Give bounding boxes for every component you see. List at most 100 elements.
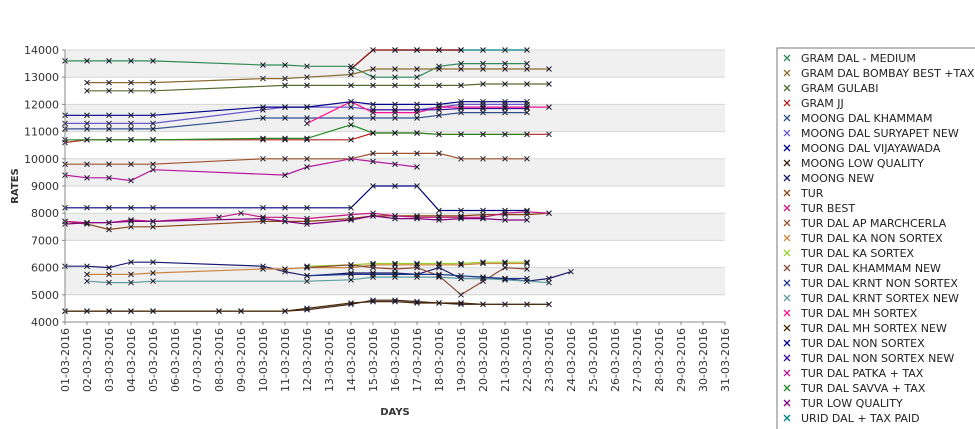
data-point bbox=[348, 98, 354, 105]
data-point bbox=[282, 308, 288, 314]
legend-marker bbox=[783, 114, 791, 122]
legend-marker bbox=[783, 189, 791, 197]
x-tick-label: 25-03-2016 bbox=[587, 328, 600, 392]
data-point bbox=[84, 112, 90, 119]
grid-band bbox=[65, 158, 725, 186]
data-point bbox=[348, 66, 354, 72]
data-point bbox=[282, 115, 288, 121]
data-point bbox=[128, 87, 134, 94]
data-point bbox=[414, 164, 420, 170]
data-point bbox=[106, 271, 112, 278]
data-point bbox=[524, 217, 530, 223]
data-point bbox=[304, 264, 310, 271]
x-tick-label: 02-03-2016 bbox=[81, 328, 94, 392]
legend-label: TUR DAL NON SORTEX bbox=[800, 337, 925, 350]
legend-marker bbox=[783, 399, 791, 407]
data-point bbox=[282, 82, 288, 89]
data-point bbox=[392, 183, 398, 189]
legend: GRAM DAL - MEDIUM GRAM DAL BOMBAY BEST +T… bbox=[776, 47, 975, 429]
data-point bbox=[546, 301, 552, 308]
series-line-14 bbox=[306, 264, 528, 296]
data-point bbox=[304, 120, 310, 127]
legend-label: MOONG DAL KHAMMAM bbox=[801, 112, 933, 125]
x-tick-label: 12-03-2016 bbox=[301, 328, 314, 392]
data-point bbox=[502, 105, 508, 112]
data-point bbox=[304, 204, 310, 211]
data-point bbox=[546, 210, 552, 217]
data-point bbox=[84, 126, 90, 132]
data-point bbox=[260, 214, 266, 221]
data-point bbox=[370, 297, 376, 304]
data-point bbox=[304, 135, 310, 142]
data-point bbox=[502, 81, 508, 87]
data-point bbox=[458, 155, 464, 162]
data-point bbox=[414, 47, 420, 53]
data-point bbox=[282, 218, 288, 225]
data-point bbox=[150, 270, 156, 276]
data-point bbox=[282, 75, 288, 82]
data-point bbox=[392, 270, 398, 276]
data-point bbox=[414, 106, 420, 113]
data-point bbox=[128, 204, 134, 211]
data-point bbox=[106, 204, 112, 211]
x-tick-label: 30-03-2016 bbox=[697, 328, 710, 392]
data-point bbox=[150, 58, 156, 64]
data-point bbox=[524, 104, 530, 110]
data-point bbox=[348, 262, 354, 268]
data-point bbox=[260, 215, 266, 222]
series-points bbox=[62, 47, 574, 314]
data-point bbox=[348, 155, 354, 162]
legend-label: TUR BEST bbox=[800, 202, 855, 215]
data-point bbox=[304, 305, 310, 312]
data-point bbox=[502, 301, 508, 308]
data-point bbox=[524, 105, 530, 112]
y-tick-label: 7000 bbox=[31, 234, 59, 247]
data-point bbox=[370, 130, 376, 136]
data-point bbox=[128, 136, 134, 143]
data-point bbox=[502, 155, 508, 162]
data-point bbox=[480, 301, 486, 308]
x-tick-label: 26-03-2016 bbox=[609, 328, 622, 392]
y-tick-labels: 4000 5000 6000 7000 8000 9000 10000 11000 12000 1… bbox=[24, 44, 59, 329]
plot-background bbox=[65, 50, 725, 295]
x-tick-label: 04-03-2016 bbox=[125, 328, 138, 392]
data-point bbox=[458, 109, 464, 116]
legend-marker bbox=[783, 309, 791, 317]
data-point bbox=[502, 264, 508, 271]
data-point bbox=[436, 101, 442, 108]
data-point bbox=[304, 278, 310, 285]
x-tick-label: 24-03-2016 bbox=[565, 328, 578, 392]
data-point bbox=[414, 260, 420, 267]
data-point bbox=[436, 272, 442, 279]
data-point bbox=[370, 158, 376, 165]
data-point bbox=[436, 112, 442, 119]
legend-marker bbox=[783, 159, 791, 167]
legend-marker bbox=[783, 324, 791, 332]
series-line-15 bbox=[306, 273, 527, 280]
data-point bbox=[480, 274, 486, 280]
data-point bbox=[106, 308, 112, 314]
x-tick-label: 17-03-2016 bbox=[411, 328, 424, 392]
data-point bbox=[502, 276, 508, 283]
data-point bbox=[150, 126, 156, 132]
data-point bbox=[238, 210, 244, 217]
data-point bbox=[480, 155, 486, 162]
data-point bbox=[370, 66, 376, 72]
y-tick-label: 4000 bbox=[31, 316, 59, 329]
legend-marker bbox=[783, 204, 791, 212]
data-point bbox=[392, 101, 398, 108]
data-point bbox=[348, 217, 354, 223]
data-point bbox=[370, 74, 376, 81]
data-point bbox=[458, 215, 464, 222]
legend-label: MOONG DAL SURYAPET NEW bbox=[801, 127, 959, 140]
data-point bbox=[84, 308, 90, 314]
legend-marker bbox=[783, 279, 791, 287]
legend-marker bbox=[783, 384, 791, 392]
data-point bbox=[502, 217, 508, 223]
data-point bbox=[128, 177, 134, 184]
legend-marker bbox=[783, 369, 791, 377]
data-point bbox=[458, 301, 464, 308]
data-point bbox=[458, 207, 464, 214]
data-point bbox=[524, 301, 530, 308]
data-point bbox=[436, 150, 442, 157]
